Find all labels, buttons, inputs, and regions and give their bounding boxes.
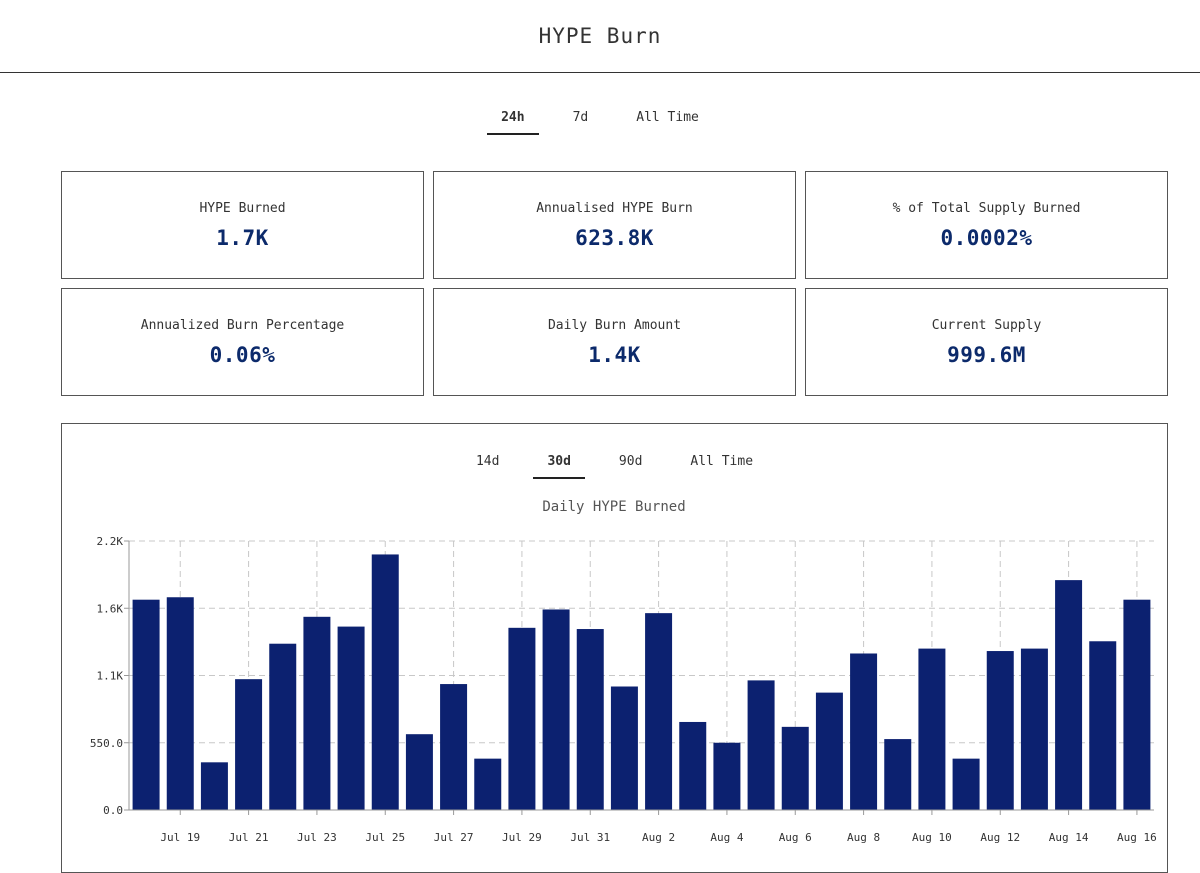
y-tick-label: 2.2K (97, 535, 124, 548)
stat-value: 623.8K (575, 225, 654, 250)
tab-all-time-range[interactable]: All Time (676, 448, 767, 479)
bar-aug-9 (884, 739, 912, 810)
range-tabs: 14d 30d 90d All Time (62, 448, 1167, 479)
bar-jul-19 (166, 597, 194, 810)
stat-card-current-supply: Current Supply 999.6M (805, 288, 1168, 396)
tab-7d[interactable]: 7d (559, 104, 603, 135)
x-tick-label: Jul 31 (570, 831, 610, 844)
tab-24h[interactable]: 24h (487, 104, 539, 135)
x-tick-label: Jul 29 (502, 831, 542, 844)
bar-jul-22 (269, 643, 297, 810)
chart-title: Daily HYPE Burned (542, 499, 685, 515)
x-tick-label: Jul 19 (160, 831, 200, 844)
bar-aug-3 (679, 721, 707, 810)
stat-label: Daily Burn Amount (547, 317, 682, 333)
bar-jul-28 (474, 758, 502, 810)
bar-aug-1 (610, 686, 638, 810)
bar-jul-25 (371, 554, 399, 810)
x-tick-label: Jul 23 (297, 831, 337, 844)
tab-90d[interactable]: 90d (605, 448, 656, 479)
y-tick-label: 0.0 (103, 804, 123, 817)
bar-chart: Daily HYPE Burned 0.0 550.0 1.1K 1.6K 2.2K Ju… (90, 499, 1157, 844)
tab-30d[interactable]: 30d (533, 448, 585, 479)
bar-aug-12 (986, 651, 1014, 810)
stat-value: 1.7K (216, 225, 269, 250)
bar-jul-30 (542, 609, 570, 810)
stat-label: Current Supply (931, 317, 1042, 333)
bar-aug-2 (645, 613, 673, 810)
bar-jul-24 (337, 626, 365, 810)
bar-aug-15 (1089, 641, 1117, 810)
period-tabs: 24h 7d All Time (0, 104, 1200, 135)
bar-aug-8 (850, 653, 878, 810)
bar-aug-16 (1123, 599, 1151, 810)
x-tick-label: Jul 21 (229, 831, 269, 844)
bar-aug-4 (713, 742, 741, 810)
tab-14d[interactable]: 14d (462, 448, 513, 479)
stat-label: % of Total Supply Burned (892, 200, 1081, 216)
x-tick-label: Aug 2 (642, 831, 675, 844)
tab-all-time[interactable]: All Time (622, 104, 713, 135)
stat-card-hype-burned: HYPE Burned 1.7K (61, 171, 424, 279)
y-tick-label: 1.1K (97, 670, 124, 683)
stat-label: HYPE Burned (199, 200, 286, 216)
x-tick-label: Aug 4 (710, 831, 743, 844)
stats-grid: HYPE Burned 1.7K Annualised HYPE Burn 62… (61, 171, 1168, 396)
bar-aug-7 (815, 692, 843, 810)
x-tick-label: Aug 16 (1117, 831, 1157, 844)
stat-card-daily-burn: Daily Burn Amount 1.4K (433, 288, 796, 396)
stat-value: 0.06% (209, 342, 276, 367)
bar-aug-14 (1055, 580, 1083, 810)
x-tick-label: Aug 12 (980, 831, 1020, 844)
stat-label: Annualized Burn Percentage (140, 317, 345, 333)
bar-aug-11 (952, 758, 980, 810)
y-tick-label: 1.6K (97, 602, 124, 615)
x-tick-label: Aug 6 (779, 831, 812, 844)
stat-card-annualised-burn: Annualised HYPE Burn 623.8K (433, 171, 796, 279)
bar-jul-21 (235, 679, 263, 810)
chart-panel: 14d 30d 90d All Time Daily HYPE Burned 0… (61, 423, 1168, 873)
bar-jul-18 (132, 599, 160, 810)
stat-label: Annualised HYPE Burn (536, 200, 693, 216)
x-tick-label: Aug 14 (1049, 831, 1089, 844)
x-tick-label: Jul 27 (434, 831, 474, 844)
x-tick-label: Aug 10 (912, 831, 952, 844)
header: HYPE Burn (0, 0, 1200, 73)
x-tick-label: Jul 25 (365, 831, 405, 844)
bar-aug-13 (1020, 648, 1048, 810)
y-tick-label: 550.0 (90, 737, 123, 750)
bar-jul-27 (440, 684, 468, 810)
bar-aug-6 (781, 726, 809, 810)
stat-value: 999.6M (947, 342, 1026, 367)
bar-jul-31 (576, 629, 604, 810)
bar-jul-23 (303, 616, 331, 810)
page-title: HYPE Burn (538, 24, 662, 48)
stat-card-annualized-percentage: Annualized Burn Percentage 0.06% (61, 288, 424, 396)
bar-jul-20 (200, 762, 228, 810)
bar-jul-29 (508, 627, 536, 810)
stat-value: 1.4K (588, 342, 641, 367)
bar-aug-5 (747, 680, 775, 810)
x-tick-label: Aug 8 (847, 831, 880, 844)
bar-aug-10 (918, 648, 946, 810)
stat-card-supply-burned: % of Total Supply Burned 0.0002% (805, 171, 1168, 279)
stat-value: 0.0002% (940, 225, 1033, 250)
bar-jul-26 (405, 734, 433, 810)
